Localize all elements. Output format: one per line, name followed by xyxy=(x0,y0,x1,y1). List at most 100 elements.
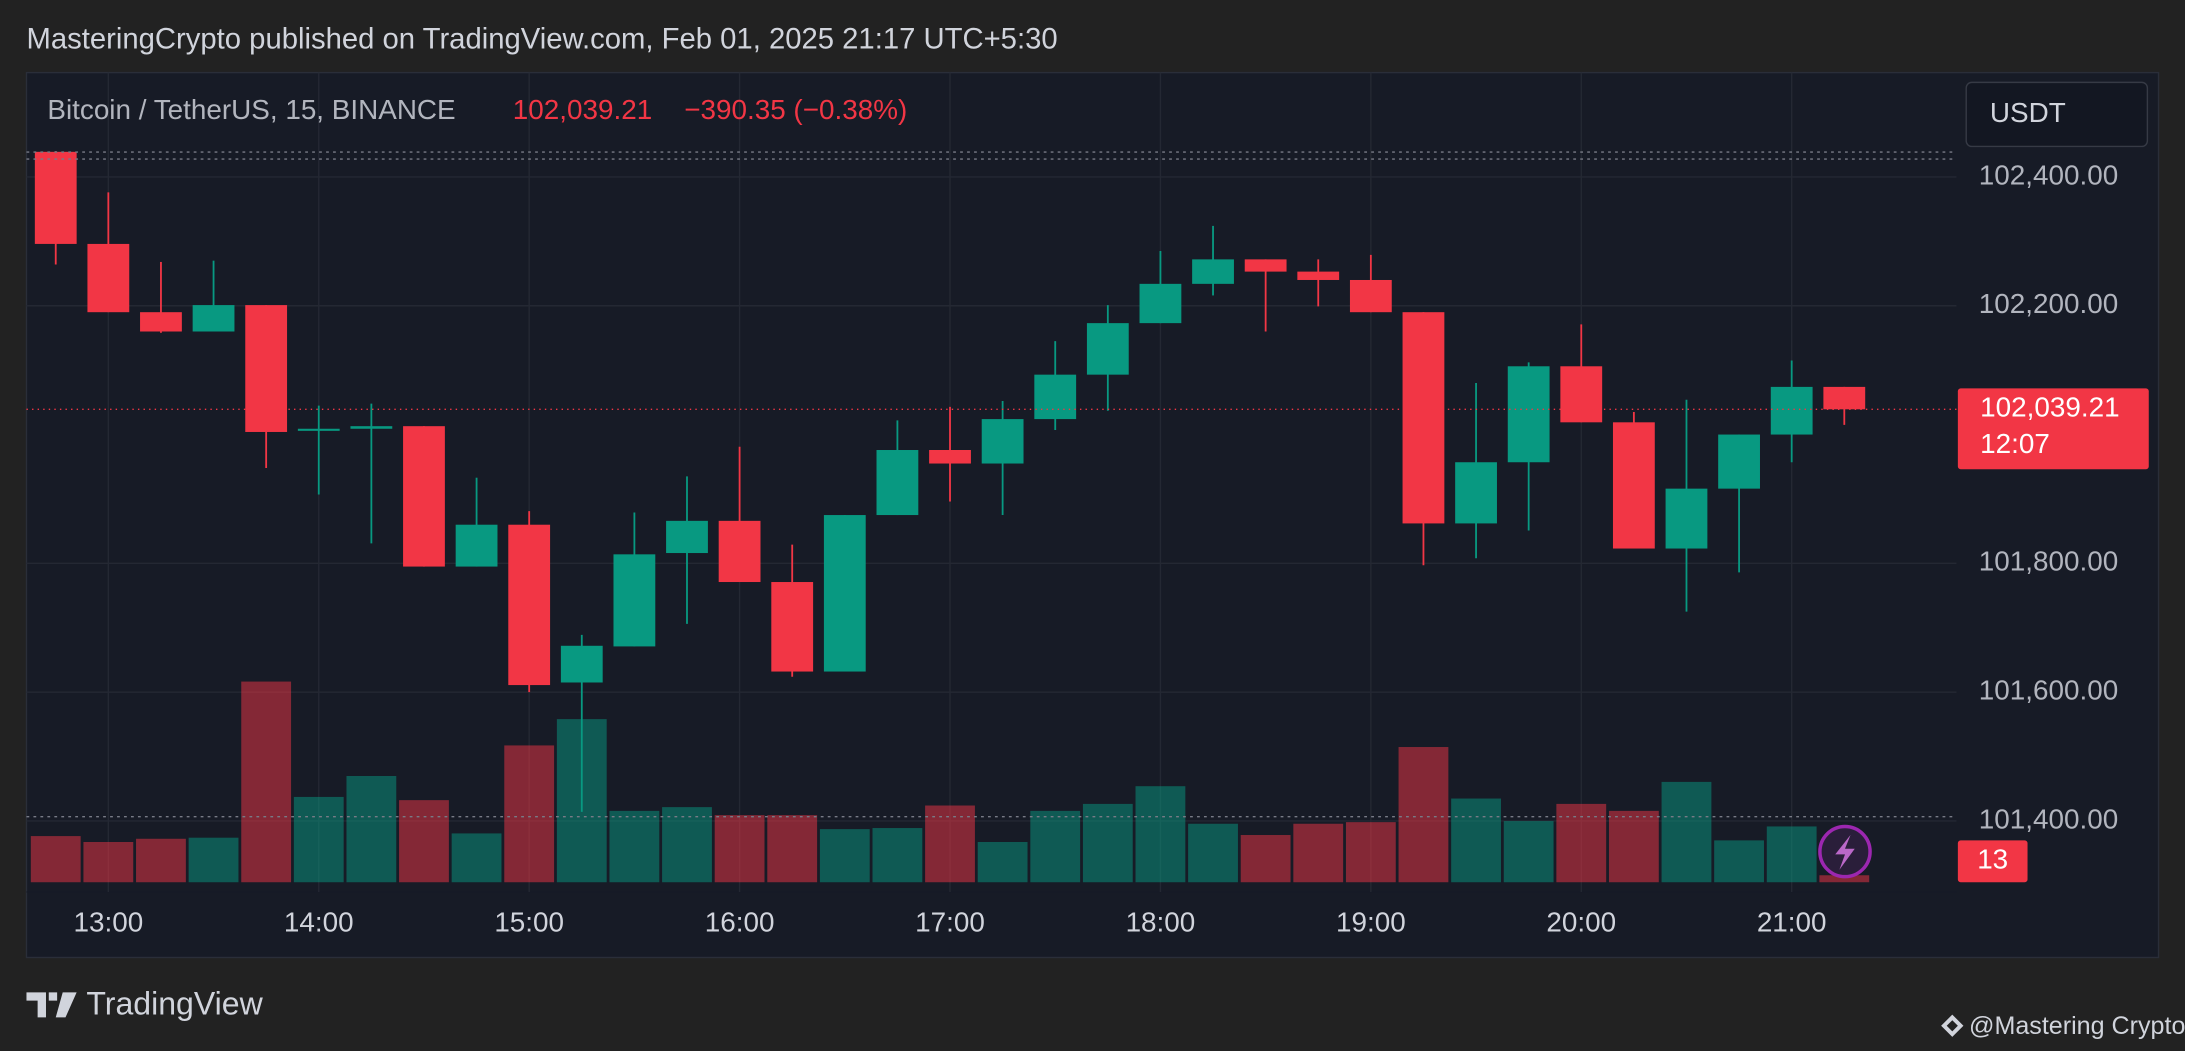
candle-body xyxy=(981,419,1024,464)
volume-bar xyxy=(872,828,923,883)
volume-label-box xyxy=(1957,840,2028,883)
candle-body xyxy=(403,426,445,567)
y-tick-label: 101,800.00 xyxy=(1979,546,2118,577)
currency[interactable]: USDT xyxy=(1990,97,2066,128)
candle-body xyxy=(560,645,603,683)
volume-bar xyxy=(293,796,344,883)
candle-body xyxy=(245,305,288,432)
candle-body xyxy=(1612,422,1655,549)
volume-bar xyxy=(925,805,975,883)
candle-body xyxy=(350,426,393,429)
volume-bar xyxy=(1451,798,1501,883)
volume-bar xyxy=(1661,781,1712,883)
y-tick-label: 101,400.00 xyxy=(1979,803,2118,834)
volume-bar xyxy=(83,841,134,883)
volume-bar xyxy=(241,681,292,883)
volume-bar xyxy=(662,807,712,883)
y-tick-label: 101,600.00 xyxy=(1979,675,2118,706)
candle-body xyxy=(1139,283,1182,324)
candle-body xyxy=(1349,279,1392,313)
candle-body xyxy=(1770,386,1813,435)
volume-bar xyxy=(1398,747,1449,883)
volume-bar xyxy=(1766,826,1817,883)
candle-body xyxy=(1192,259,1234,284)
symbol: Bitcoin / TetherUS, 15, BINANCE xyxy=(47,94,455,125)
volume-bar xyxy=(188,837,239,883)
candle-body xyxy=(1455,462,1497,524)
volume-bar xyxy=(1503,821,1554,883)
x-tick-label: 18:00 xyxy=(1126,906,1196,937)
volume-bar xyxy=(977,841,1028,883)
volume-label: 13 xyxy=(1977,844,2008,875)
byline: MasteringCrypto published on TradingView… xyxy=(26,23,1057,55)
y-tick-label: 102,200.00 xyxy=(1979,288,2118,319)
volume-bar xyxy=(609,810,660,883)
volume-bar xyxy=(1030,810,1081,883)
volume-bar xyxy=(1082,803,1133,883)
x-tick-label: 19:00 xyxy=(1336,906,1406,937)
alert-bolt xyxy=(1835,834,1855,870)
x-tick-label: 14:00 xyxy=(284,906,354,937)
volume-bar xyxy=(346,776,397,883)
volume-bar xyxy=(1608,810,1659,883)
countdown: 12:07 xyxy=(1980,428,2050,459)
candles xyxy=(26,151,1957,812)
candle-body xyxy=(87,243,130,313)
candle-body xyxy=(876,450,919,516)
x-tick-label: 15:00 xyxy=(494,906,564,937)
candle-body xyxy=(1086,323,1129,375)
candle-body xyxy=(297,428,340,431)
x-tick-label: 17:00 xyxy=(915,906,985,937)
volume-bar xyxy=(1240,835,1291,883)
change: −390.35 (−0.38%) xyxy=(684,94,907,125)
candle-body xyxy=(1402,312,1445,524)
candle-body xyxy=(508,524,551,686)
candle-body xyxy=(1297,271,1340,280)
candle-body xyxy=(1665,488,1708,549)
candle-body xyxy=(718,520,761,583)
volume-bar xyxy=(1556,803,1607,883)
candle-body xyxy=(1718,434,1760,489)
volume-bar xyxy=(136,838,186,883)
x-tick-label: 20:00 xyxy=(1546,906,1616,937)
candle-body xyxy=(613,554,656,647)
volume-bar xyxy=(1714,840,1764,883)
price: 102,039.21 xyxy=(513,94,652,125)
volume-bar xyxy=(1135,786,1186,883)
candle-body xyxy=(666,520,708,554)
candle-body xyxy=(34,151,77,244)
last-price-label: 102,039.21 xyxy=(1980,392,2119,423)
candle-body xyxy=(929,450,971,464)
volume-bar xyxy=(1188,823,1238,883)
candle-body xyxy=(1244,259,1287,272)
brand: TradingView xyxy=(86,986,263,1022)
x-tick-label: 21:00 xyxy=(1757,906,1827,937)
candle-body xyxy=(1823,386,1866,410)
candle-body xyxy=(455,524,498,567)
currency-button[interactable] xyxy=(1965,81,2149,148)
last-price-box xyxy=(1957,388,2149,470)
credit-icon xyxy=(1941,1014,1964,1037)
volume-bar xyxy=(1345,822,1396,883)
candle-body xyxy=(1507,366,1550,463)
volume-bar xyxy=(714,815,765,883)
volume-bar xyxy=(1293,823,1344,883)
brand-logo xyxy=(26,992,77,1018)
candle-body xyxy=(771,582,814,672)
volume-bar xyxy=(819,829,870,883)
volume-bar xyxy=(399,800,449,883)
credit: @Mastering Crypto xyxy=(1969,1012,2185,1040)
candle-body xyxy=(823,515,866,672)
axes: 101,400.00 101,600.00 101,800.00 102,200.00… xyxy=(73,159,2149,937)
candle-body xyxy=(140,312,182,332)
y-tick-label: 102,400.00 xyxy=(1979,159,2118,190)
volume-bar xyxy=(451,833,502,883)
volume-bar xyxy=(767,815,818,883)
candle-body xyxy=(1034,374,1077,420)
volume-bar xyxy=(30,836,81,883)
volume-bar xyxy=(1819,875,1870,883)
volume-bar xyxy=(504,745,555,883)
x-tick-label: 16:00 xyxy=(705,906,775,937)
